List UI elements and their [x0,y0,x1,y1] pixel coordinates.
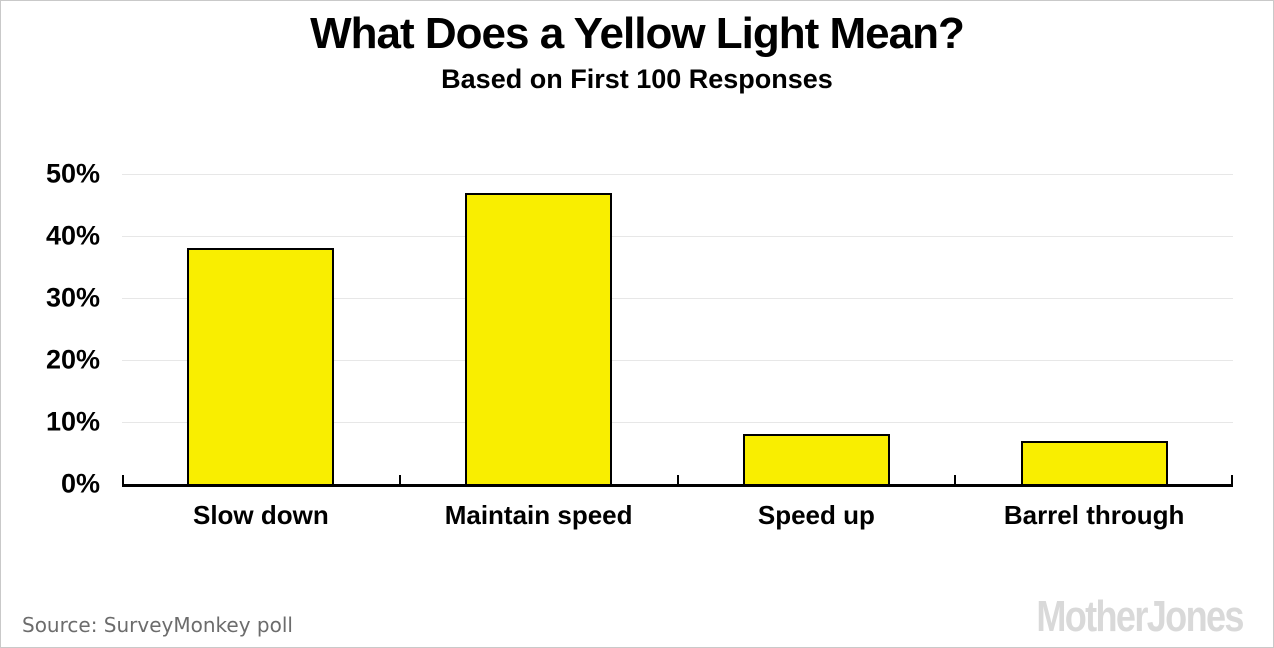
bar-barrel-through [1021,441,1168,484]
y-tick-label-30%: 30% [45,282,100,313]
x-axis-labels: Slow down Maintain speed Speed up Barrel th… [122,500,1233,534]
x-axis-tick [1231,475,1233,484]
x-label-slow-down: Slow down [192,500,329,530]
source-note: Source: SurveyMonkey poll [22,613,293,637]
y-tick-label-20%: 20% [45,344,100,375]
chart-subtitle: Based on First 100 Responses [441,64,833,94]
motherjones-logo: MotherJones [1036,592,1245,641]
bar-slow-down [187,248,334,484]
x-axis-tick [954,475,956,484]
x-label-maintain-speed: Maintain speed [444,500,633,530]
x-axis-tick [122,475,124,484]
y-tick-label-0%: 0% [60,468,100,499]
bar-speed-up [743,434,890,484]
gridline-10 [122,422,1233,423]
plot-area [122,174,1233,487]
gridline-20 [122,360,1233,361]
gridline-50 [122,174,1233,175]
x-label-barrel-through: Barrel through [1003,500,1185,530]
y-tick-label-50%: 50% [45,158,100,189]
y-tick-label-10%: 10% [45,406,100,437]
gridline-30 [122,298,1233,299]
bar-maintain-speed [465,193,612,484]
gridline-40 [122,236,1233,237]
y-tick-label-40%: 40% [45,220,100,251]
chart-title: What Does a Yellow Light Mean? [310,9,965,58]
x-axis-tick [399,475,401,484]
x-label-speed-up: Speed up [757,500,875,530]
y-axis-labels: 0% 10% 20% 30% 40% 50% [1,160,100,497]
x-axis-tick [677,475,679,484]
